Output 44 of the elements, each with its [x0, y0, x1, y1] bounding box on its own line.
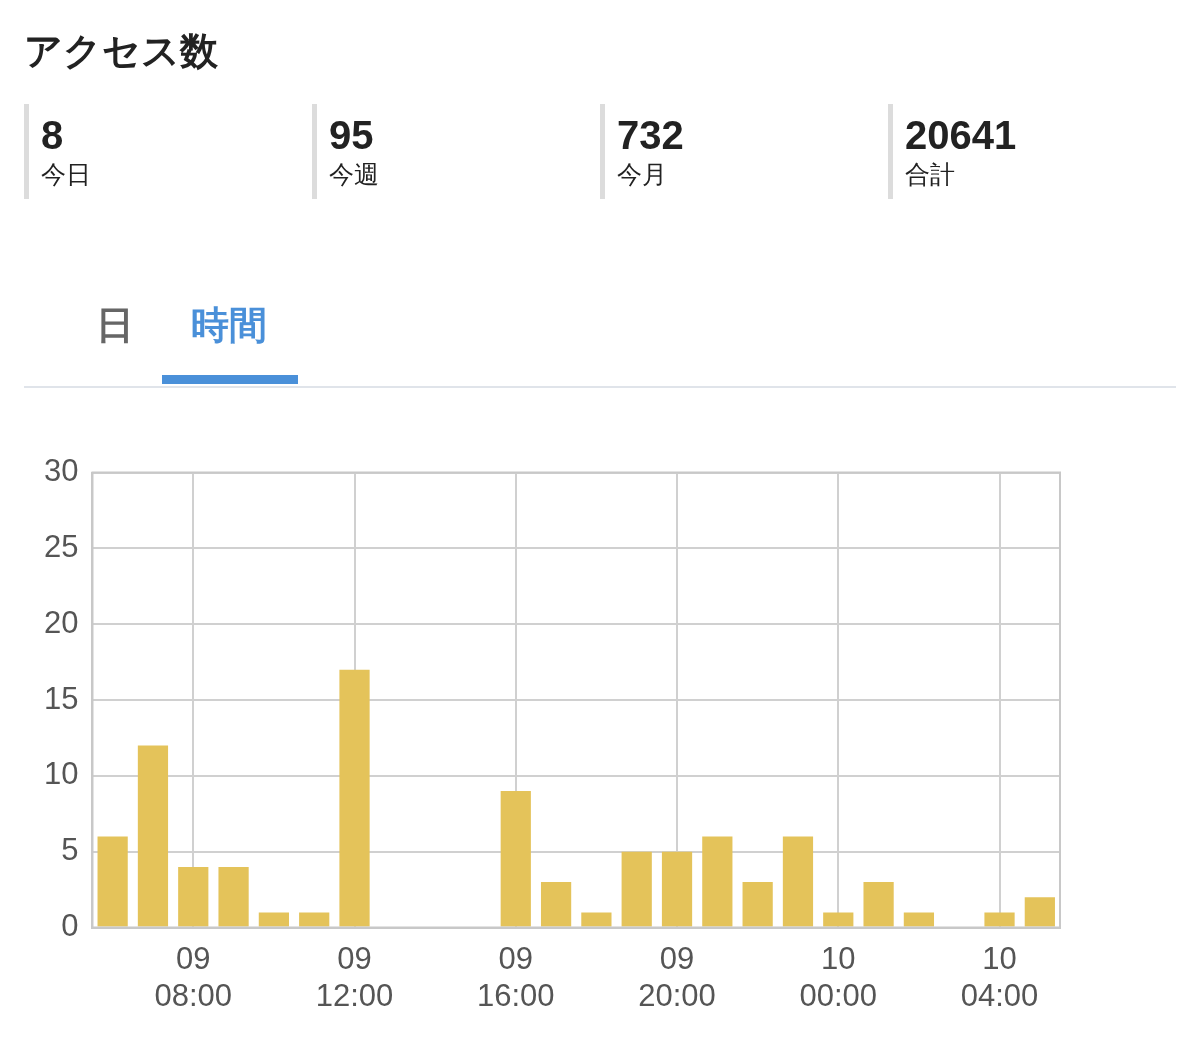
bar — [258, 912, 290, 927]
bar — [661, 851, 693, 927]
y-tick-label: 30 — [44, 453, 79, 489]
bar — [621, 851, 652, 927]
text: 8 — [41, 112, 65, 159]
bar — [702, 836, 733, 927]
bar — [540, 882, 572, 927]
bar — [863, 882, 894, 927]
x-tick-label: 09 12:00 — [315, 940, 394, 1013]
bar — [178, 866, 209, 927]
bar — [97, 836, 128, 927]
text: 今月 — [617, 160, 668, 190]
y-tick-label: 20 — [44, 604, 79, 640]
x-tick-label: 09 08:00 — [154, 940, 233, 1013]
bar — [782, 836, 814, 927]
bar — [984, 912, 1015, 927]
bar — [299, 912, 330, 927]
bar — [742, 882, 773, 927]
text: 合計 — [905, 160, 956, 190]
bar — [1024, 897, 1055, 927]
y-tick-label: 0 — [61, 908, 79, 944]
y-tick-label: 5 — [61, 832, 79, 868]
text: 時間 — [191, 302, 267, 349]
bar — [137, 745, 169, 927]
x-tick-label: 09 20:00 — [638, 940, 716, 1013]
y-tick-label: 10 — [44, 756, 79, 792]
bar — [500, 791, 531, 927]
bar — [823, 912, 854, 927]
text: 20641 — [905, 112, 1018, 159]
y-tick-label: 15 — [44, 680, 79, 716]
text: 日 — [96, 302, 134, 349]
y-tick-label: 25 — [44, 528, 79, 564]
x-tick-label: 10 00:00 — [799, 940, 878, 1013]
text: 732 — [617, 112, 685, 159]
text: 今日 — [41, 160, 92, 190]
x-tick-label: 09 16:00 — [476, 940, 555, 1013]
bar — [339, 669, 370, 927]
bar — [903, 912, 935, 927]
text: 95 — [329, 112, 375, 159]
x-tick-label: 10 04:00 — [960, 940, 1039, 1013]
bar — [218, 866, 249, 927]
bar — [581, 912, 612, 927]
text: 今週 — [329, 160, 380, 190]
text: アクセス数 — [24, 28, 218, 75]
